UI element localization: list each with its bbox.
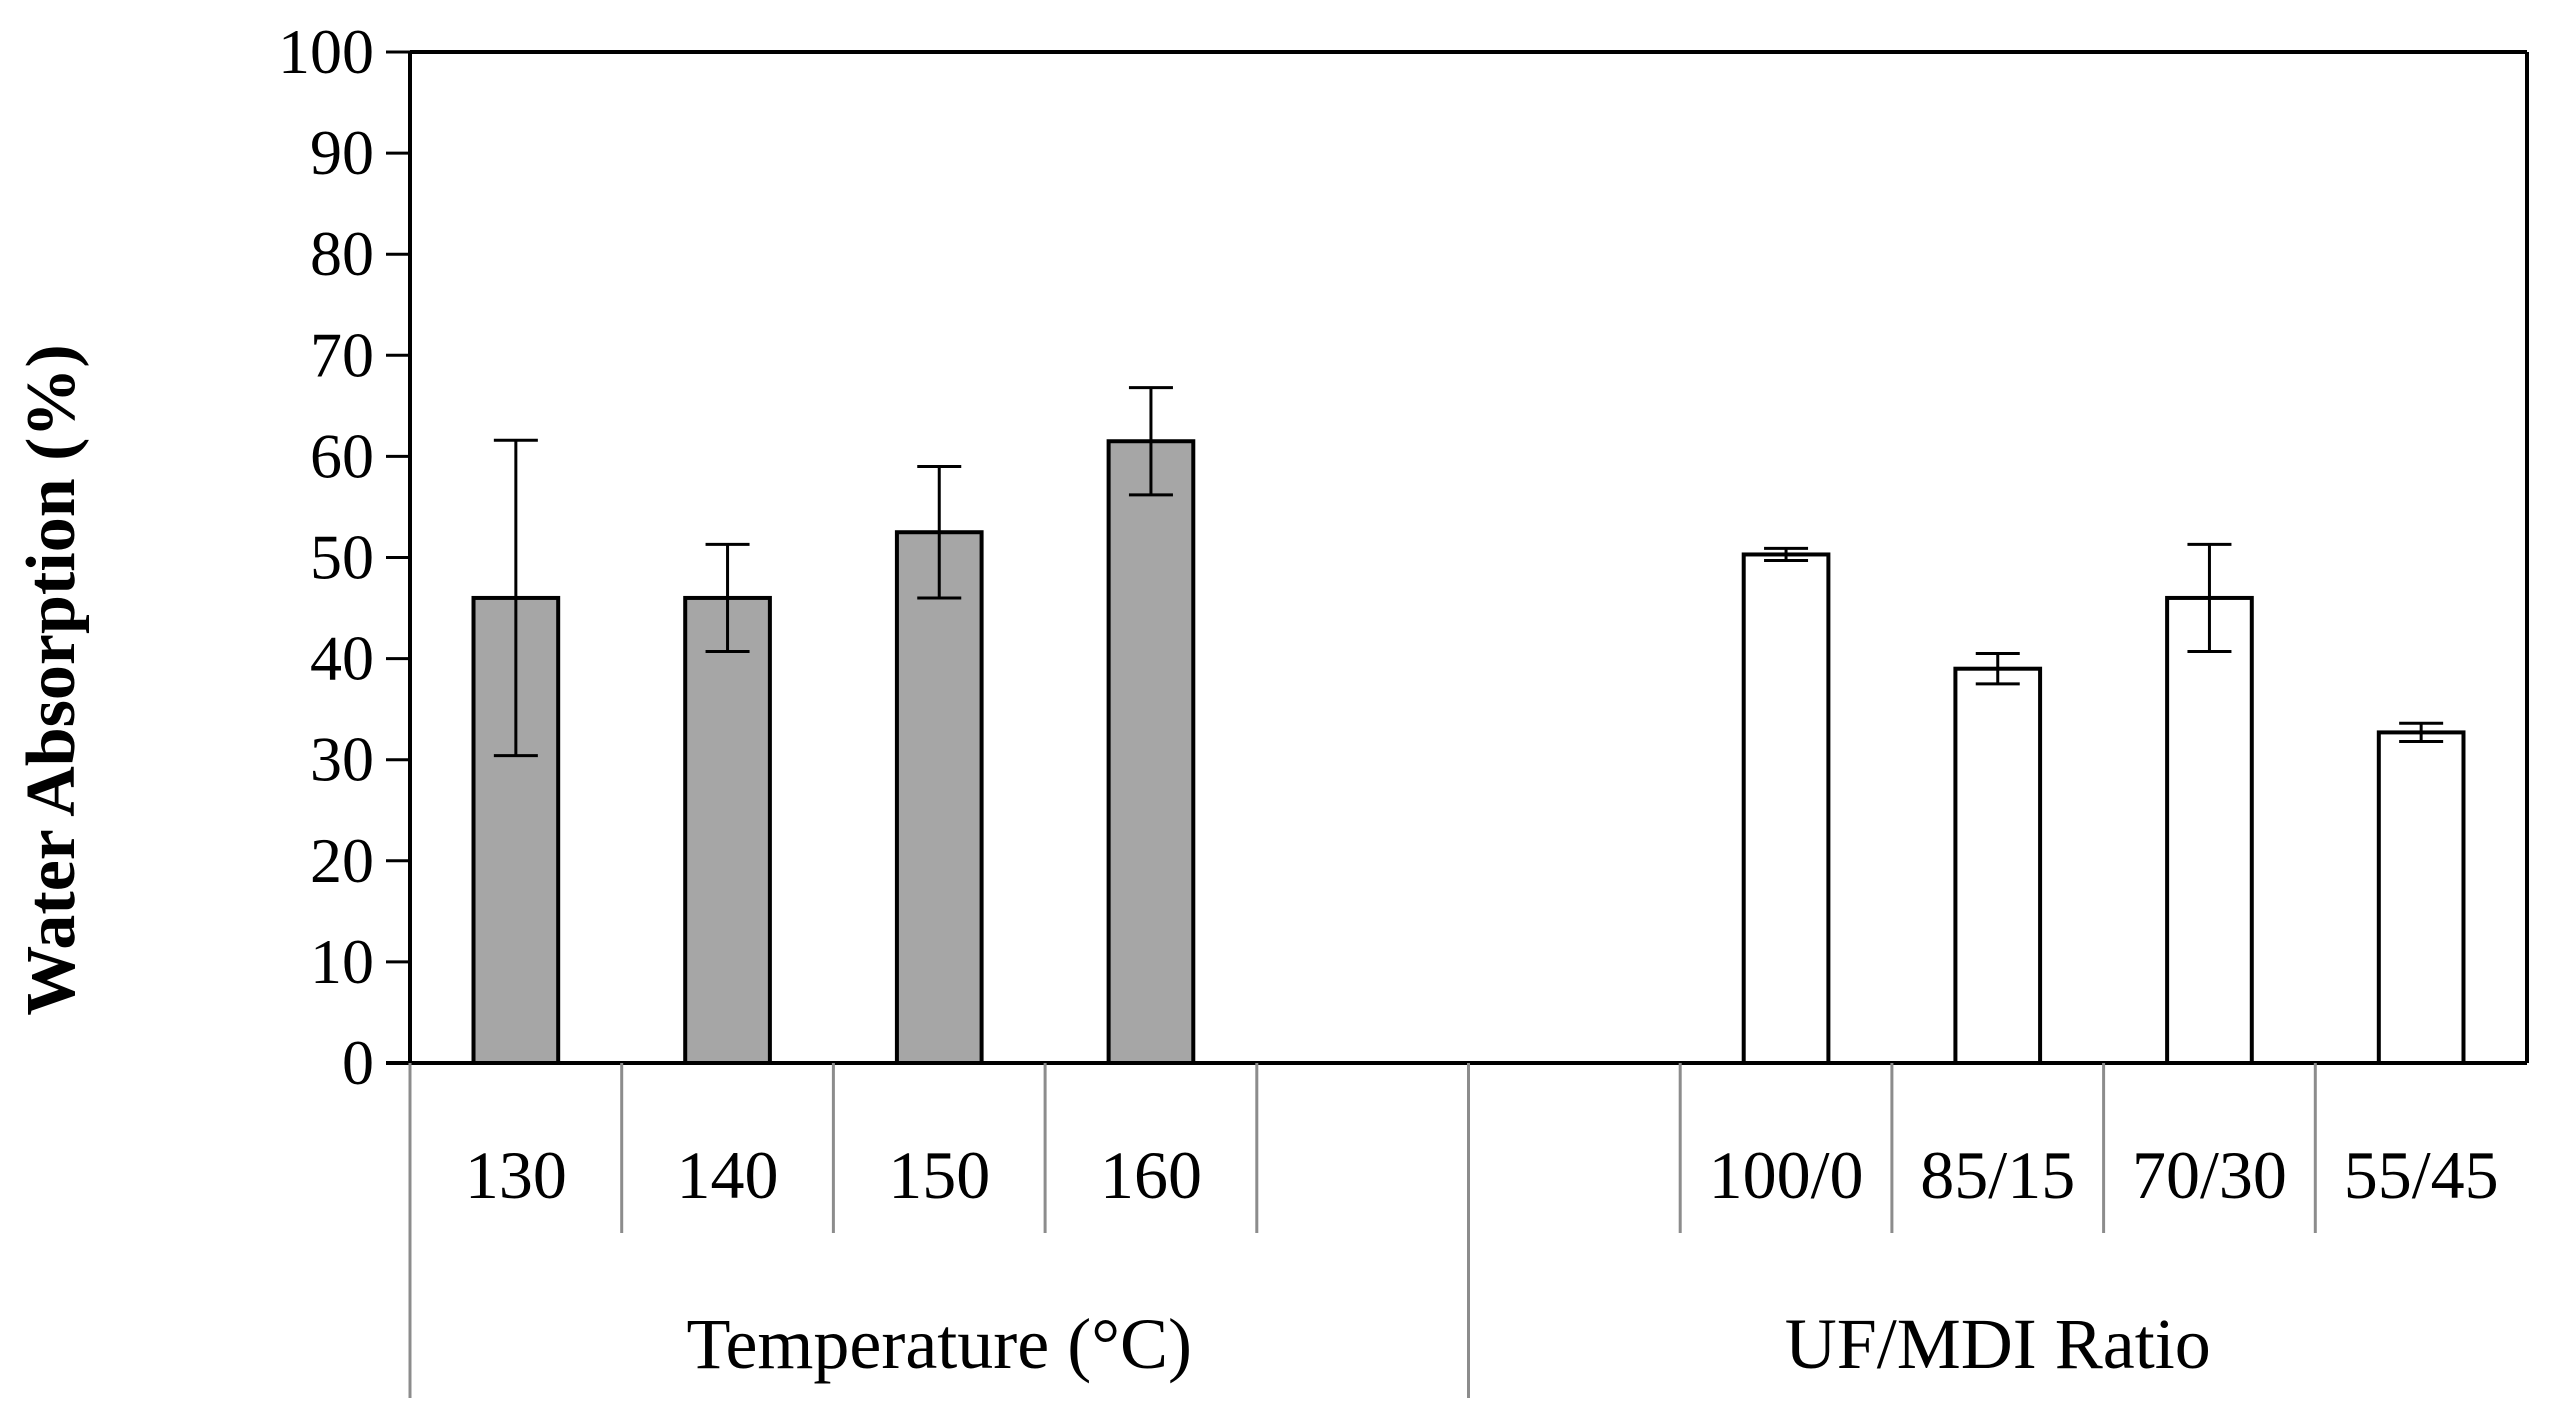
- bar: [1741, 552, 1831, 1065]
- y-tick-label: 80: [310, 218, 374, 289]
- error-bars: [493, 386, 2444, 758]
- y-tick-label: 10: [310, 926, 374, 997]
- bars: [471, 439, 2466, 1066]
- x-category-label: 55/45: [2344, 1137, 2499, 1213]
- x-category-label: 140: [677, 1137, 779, 1213]
- x-category-label: 100/0: [1709, 1137, 1864, 1213]
- y-tick-label: 90: [310, 117, 374, 188]
- y-tick-label: 30: [310, 724, 374, 795]
- y-tick-label: 40: [310, 623, 374, 694]
- x-category-label: 70/30: [2132, 1137, 2287, 1213]
- y-tick-label: 100: [278, 16, 374, 87]
- y-tick-label: 50: [310, 522, 374, 593]
- bar: [2376, 730, 2466, 1065]
- y-tick-label: 20: [310, 825, 374, 896]
- y-axis: 0 10 20 30 40 50 60 70 80 90 100: [278, 16, 410, 1098]
- y-tick-label: 60: [310, 420, 374, 491]
- bar: [1953, 666, 2043, 1066]
- x-category-label: 150: [888, 1137, 990, 1213]
- y-tick-label: 70: [310, 319, 374, 390]
- x-category-label: 130: [465, 1137, 567, 1213]
- x-axis: 130 140 150 160 100/0 85/15 70/30 55/45 Temperat…: [386, 1061, 2527, 1398]
- bar: [683, 595, 772, 1065]
- x-group-label: UF/MDI Ratio: [1785, 1304, 2211, 1384]
- x-category-label: 85/15: [1920, 1137, 2075, 1213]
- x-group-label: Temperature (°C): [686, 1304, 1192, 1384]
- bar: [894, 530, 984, 1065]
- x-category-label: 160: [1100, 1137, 1202, 1213]
- bar: [2165, 595, 2254, 1065]
- y-axis-title: Water Absorption (%): [13, 344, 90, 1016]
- bar: [1106, 439, 1196, 1065]
- y-tick-label: 0: [342, 1027, 374, 1098]
